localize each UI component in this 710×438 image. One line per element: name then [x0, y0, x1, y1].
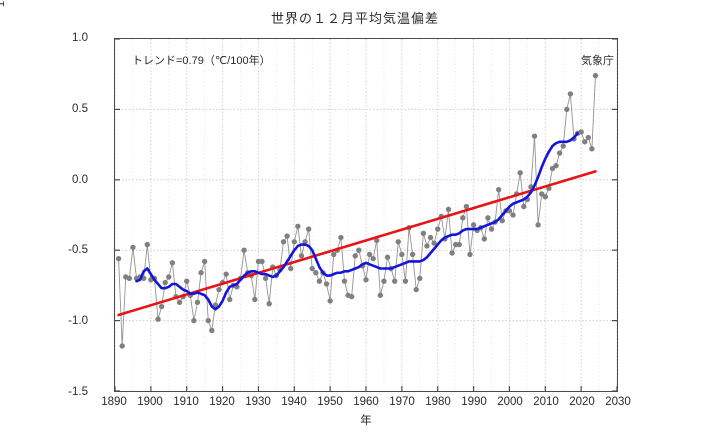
data-layer	[115, 39, 617, 391]
x-axis-tick-label: 1980	[425, 396, 451, 408]
x-axis-tick-label: 2010	[533, 396, 559, 408]
x-axis-tick-label: 1890	[101, 396, 127, 408]
x-axis-title: 年	[360, 415, 372, 427]
x-axis-tick-label: 1950	[317, 396, 343, 408]
y-axis-title: 1991-2020年平均からの差（℃）	[0, 0, 8, 70]
x-axis-tick-label: 1900	[137, 396, 163, 408]
x-axis-tick-label: 2000	[497, 396, 523, 408]
plot-area	[114, 38, 618, 392]
chart-title: 世界の１２月平均気温偏差	[270, 11, 439, 26]
x-axis-tick-label: 1910	[173, 396, 199, 408]
x-axis-tick-label: 1930	[245, 396, 271, 408]
x-axis-tick-label: 1990	[461, 396, 487, 408]
y-axis-tick-label: 0.5	[72, 102, 88, 115]
y-axis-tick-label: 1.0	[72, 32, 88, 44]
y-axis-tick-label: -1.0	[68, 315, 88, 328]
y-axis-tick-label: 0.0	[72, 173, 88, 186]
agency-credit-label: 気象庁	[581, 55, 614, 67]
x-axis-tick-label: 1960	[353, 396, 379, 408]
x-axis-tick-label: 1970	[389, 396, 415, 408]
x-axis-tick-label: 1940	[281, 396, 307, 408]
x-axis-tick-label: 2020	[569, 396, 595, 408]
x-axis-tick-label: 2030	[605, 396, 631, 408]
x-axis-tick-label: 1920	[209, 396, 235, 408]
y-axis-tick-label: -1.5	[68, 386, 88, 398]
y-axis-tick-label: -0.5	[68, 244, 88, 257]
grid-layer	[115, 39, 617, 391]
trend-annotation: トレンド=0.79（℃/100年）	[132, 55, 271, 67]
